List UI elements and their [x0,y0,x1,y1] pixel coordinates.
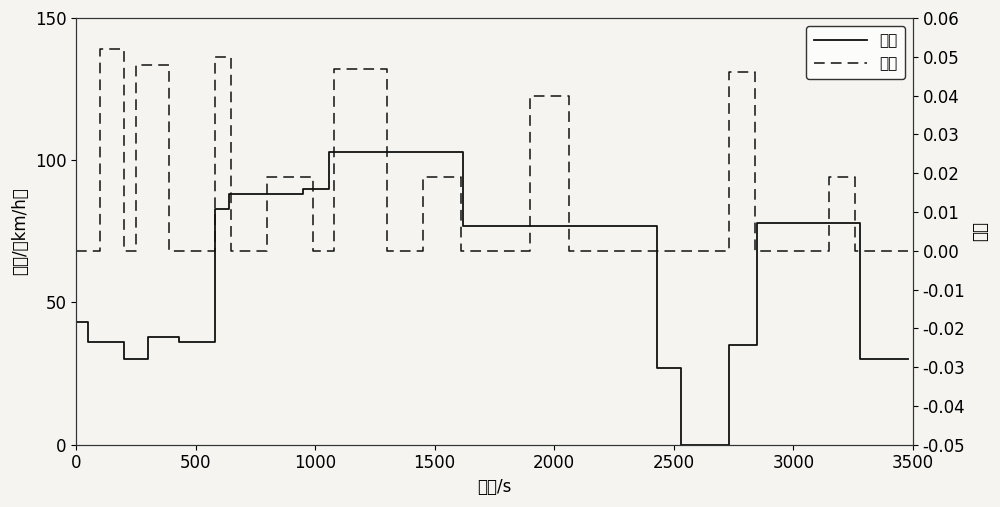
速度 [496,223,508,229]
Legend: 速度, 坡度: 速度, 坡度 [806,26,905,79]
Y-axis label: 坡度: 坡度 [971,222,989,241]
速度 [723,442,735,448]
速度 [675,442,687,448]
坡度 [118,248,130,254]
速度 [261,191,273,197]
X-axis label: 时间/s: 时间/s [477,478,512,496]
坡度 [524,248,536,254]
Y-axis label: 速度/（km/h）: 速度/（km/h） [11,188,29,275]
速度 [902,356,914,363]
速度 [457,149,469,155]
坡度 [94,46,106,52]
Line: 速度: 速度 [76,152,908,445]
速度 [651,223,663,229]
坡度 [225,54,237,60]
坡度 [902,248,914,254]
速度 [323,149,335,155]
坡度 [417,248,429,254]
坡度 [209,248,221,254]
速度 [82,319,94,325]
坡度 [70,248,82,254]
Line: 坡度: 坡度 [76,49,908,251]
速度 [70,319,82,325]
坡度 [749,248,761,254]
